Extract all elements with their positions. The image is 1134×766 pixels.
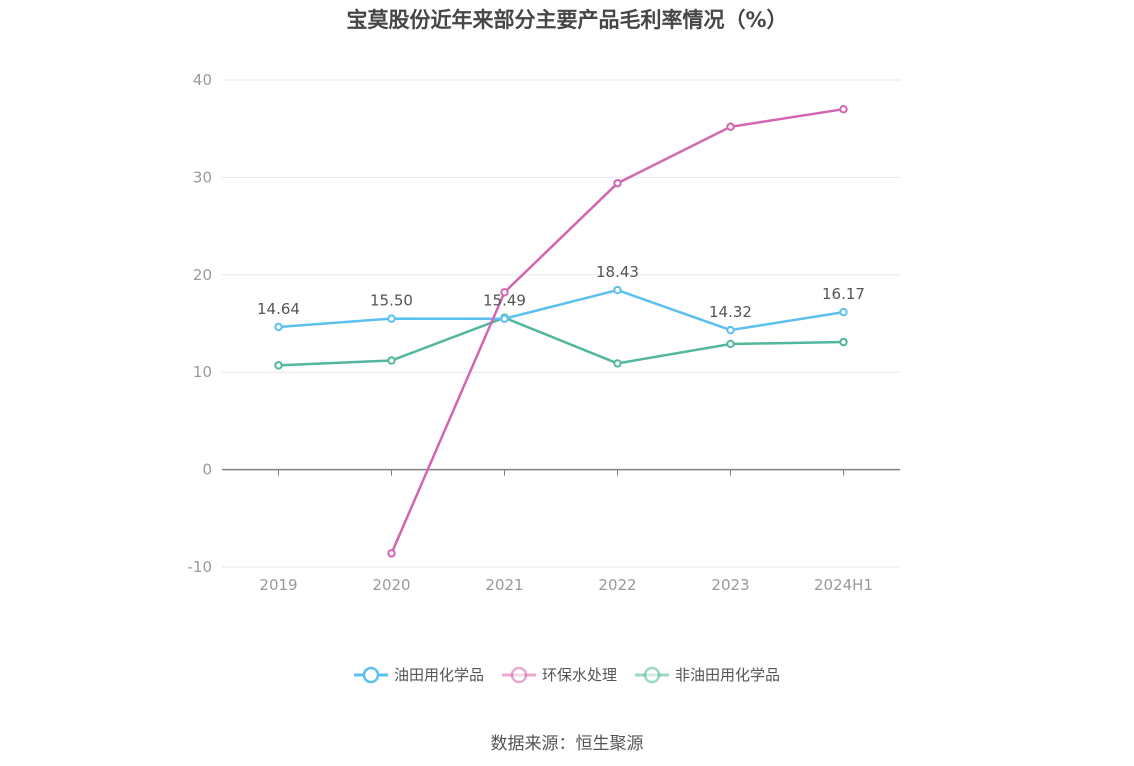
x-tick-label: 2023	[711, 576, 749, 594]
data-point	[613, 285, 622, 295]
data-point	[500, 288, 509, 297]
data-point	[726, 325, 735, 335]
legend-marker-icon	[353, 666, 388, 683]
data-label: 14.32	[709, 303, 752, 321]
data-label: 16.17	[822, 285, 865, 303]
data-label: 15.50	[370, 292, 413, 310]
y-tick-label: 20	[193, 266, 212, 284]
legend-marker-icon	[501, 666, 536, 683]
data-label: 14.64	[257, 300, 300, 318]
line-chart: -10 0 10 20 30 40 2019 2020 2021 2022 2023 2024H1 14…	[188, 71, 900, 594]
legend-item[interactable]: 非油田用化学品	[635, 664, 780, 685]
legend-item[interactable]: 环保水处理	[501, 664, 617, 685]
series-line	[278, 316, 844, 367]
y-tick-label: 0	[202, 461, 212, 479]
data-point	[839, 307, 848, 317]
x-tick-label: 2022	[598, 576, 636, 594]
data-label: 18.43	[596, 263, 639, 281]
data-point	[387, 356, 396, 365]
x-tick-label: 2020	[372, 576, 410, 594]
data-source: 数据来源：恒生聚源	[490, 734, 644, 754]
legend-item[interactable]: 油田用化学品	[353, 664, 484, 685]
y-tick-label: 40	[193, 71, 212, 89]
data-point	[613, 179, 622, 188]
x-tick-label: 2024H1	[814, 576, 873, 594]
data-label: 15.49	[483, 292, 526, 310]
series-line	[278, 288, 844, 332]
data-point	[613, 359, 622, 368]
data-point	[387, 549, 396, 558]
legend-label: 非油田用化学品	[675, 666, 781, 684]
data-point	[726, 122, 735, 131]
chart-title: 宝莫股份近年来部分主要产品毛利率情况（%）	[346, 8, 788, 32]
data-point	[274, 322, 283, 332]
data-point	[500, 314, 509, 323]
data-point	[839, 105, 848, 114]
data-point	[387, 314, 396, 323]
y-tick-label: 30	[193, 168, 212, 186]
y-tick-label: 10	[193, 363, 212, 381]
data-point	[274, 361, 283, 370]
y-tick-label: -10	[188, 558, 213, 576]
legend: 油田用化学品 环保水处理 非油田用化学品	[0, 664, 1134, 685]
legend-marker-icon	[635, 666, 669, 683]
series-line	[390, 107, 844, 554]
data-point	[726, 339, 735, 349]
x-tick-label: 2021	[485, 576, 523, 594]
legend-label: 油田用化学品	[393, 666, 484, 684]
legend-label: 环保水处理	[541, 666, 617, 684]
data-point	[839, 337, 848, 347]
x-tick-label: 2019	[259, 576, 297, 594]
